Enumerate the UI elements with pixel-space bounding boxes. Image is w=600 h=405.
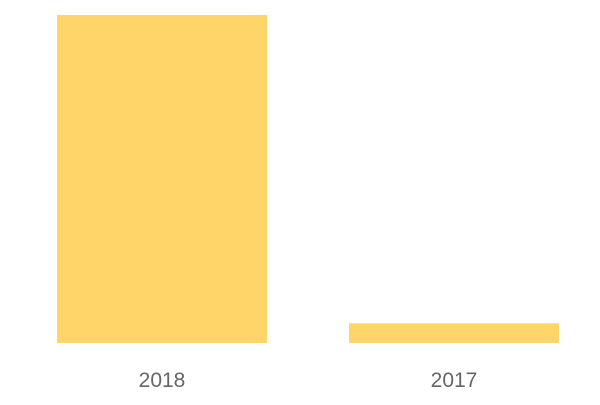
x-tick-label: 2018	[139, 369, 186, 392]
bar-2018	[57, 15, 267, 343]
bar-2017	[349, 323, 559, 343]
x-tick-label: 2017	[431, 369, 478, 392]
